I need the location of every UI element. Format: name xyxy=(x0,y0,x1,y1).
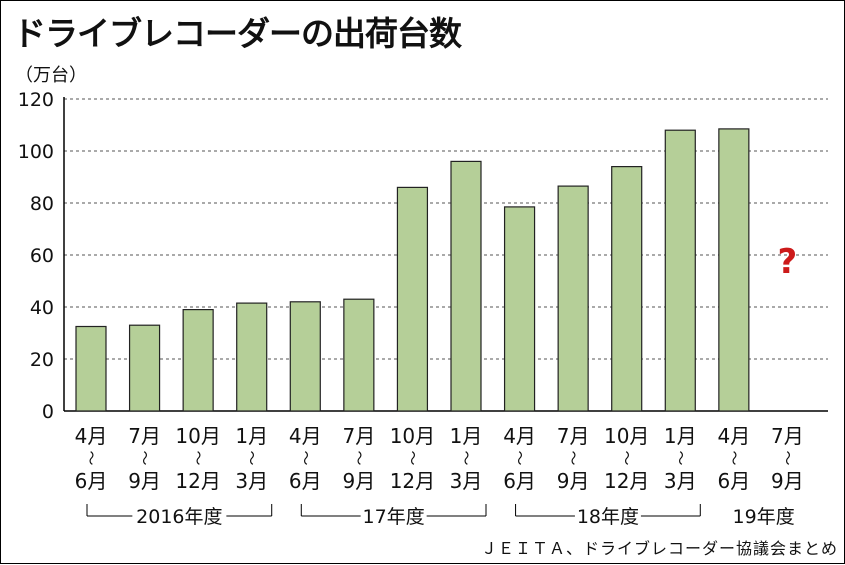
bar xyxy=(611,166,643,412)
bar xyxy=(503,206,536,412)
y-tick-label: 40 xyxy=(30,297,54,319)
x-category-end-label: 3月 xyxy=(450,469,483,493)
x-category-start-label: 4月 xyxy=(503,424,536,448)
x-category-range-mark: ～ xyxy=(725,450,743,465)
x-category-start-label: 10月 xyxy=(175,424,220,448)
x-category-start-label: 7月 xyxy=(128,424,161,448)
bar xyxy=(718,128,750,412)
x-category-end-label: 9月 xyxy=(771,469,804,493)
x-category-end-label: 9月 xyxy=(342,469,375,493)
x-category-end-label: 6月 xyxy=(503,469,536,493)
bar xyxy=(450,160,482,412)
y-tick-label: 100 xyxy=(18,141,54,163)
x-category-end-label: 6月 xyxy=(75,469,108,493)
x-category-range-mark: ～ xyxy=(350,450,368,465)
x-category-start-label: 4月 xyxy=(717,424,750,448)
x-category-start-label: 7月 xyxy=(342,424,375,448)
fiscal-year-label: 17年度 xyxy=(363,506,425,528)
bar xyxy=(236,302,268,412)
question-mark: ? xyxy=(778,242,798,282)
x-category-range-mark: ～ xyxy=(403,450,421,465)
x-category-start-label: 7月 xyxy=(771,424,804,448)
x-category-range-mark: ～ xyxy=(457,450,475,465)
x-category-range-mark: ～ xyxy=(618,450,636,465)
x-category-end-label: 3月 xyxy=(235,469,268,493)
x-category-range-mark: ～ xyxy=(243,450,261,465)
bar xyxy=(557,185,589,412)
x-category-range-mark: ～ xyxy=(296,450,314,465)
chart-title: ドライブレコーダーの出荷台数 xyxy=(13,14,462,53)
bar xyxy=(182,309,214,412)
bar xyxy=(289,301,321,412)
bar xyxy=(128,324,161,412)
x-category-end-label: 12月 xyxy=(604,469,649,493)
y-tick-label: 0 xyxy=(42,401,54,423)
x-category-range-mark: ～ xyxy=(136,450,154,465)
bar xyxy=(75,325,107,412)
y-tick-label: 120 xyxy=(18,89,54,111)
x-category-end-label: 6月 xyxy=(717,469,750,493)
x-category-end-label: 12月 xyxy=(390,469,435,493)
y-tick-label: 20 xyxy=(30,349,54,371)
y-axis-unit-label: （万台） xyxy=(15,65,87,86)
x-category-start-label: 10月 xyxy=(604,424,649,448)
x-category-range-mark: ～ xyxy=(778,450,796,465)
bar xyxy=(664,129,696,412)
x-category-start-label: 4月 xyxy=(289,424,322,448)
y-tick-label: 60 xyxy=(30,245,54,267)
fiscal-year-label: 18年度 xyxy=(577,506,639,528)
x-category-start-label: 1月 xyxy=(235,424,268,448)
x-category-range-mark: ～ xyxy=(82,450,100,465)
fiscal-year-label: 2016年度 xyxy=(136,506,222,528)
x-category-end-label: 12月 xyxy=(175,469,220,493)
x-category-start-label: 7月 xyxy=(557,424,590,448)
bar xyxy=(396,186,429,412)
x-category-start-label: 1月 xyxy=(664,424,697,448)
x-category-end-label: 6月 xyxy=(289,469,322,493)
x-category-start-label: 10月 xyxy=(390,424,435,448)
x-category-range-mark: ～ xyxy=(511,450,529,465)
y-tick-label: 80 xyxy=(30,193,54,215)
x-category-range-mark: ～ xyxy=(189,450,207,465)
x-category-end-label: 9月 xyxy=(128,469,161,493)
fiscal-year-label: 19年度 xyxy=(733,506,795,528)
x-category-range-mark: ～ xyxy=(564,450,582,465)
x-category-end-label: 3月 xyxy=(664,469,697,493)
source-note: ＪＥＩＴＡ、ドライブレコーダー協議会まとめ xyxy=(481,539,839,558)
x-category-range-mark: ～ xyxy=(671,450,689,465)
x-category-start-label: 1月 xyxy=(450,424,483,448)
x-category-start-label: 4月 xyxy=(75,424,108,448)
bar xyxy=(343,298,375,412)
x-category-end-label: 9月 xyxy=(557,469,590,493)
